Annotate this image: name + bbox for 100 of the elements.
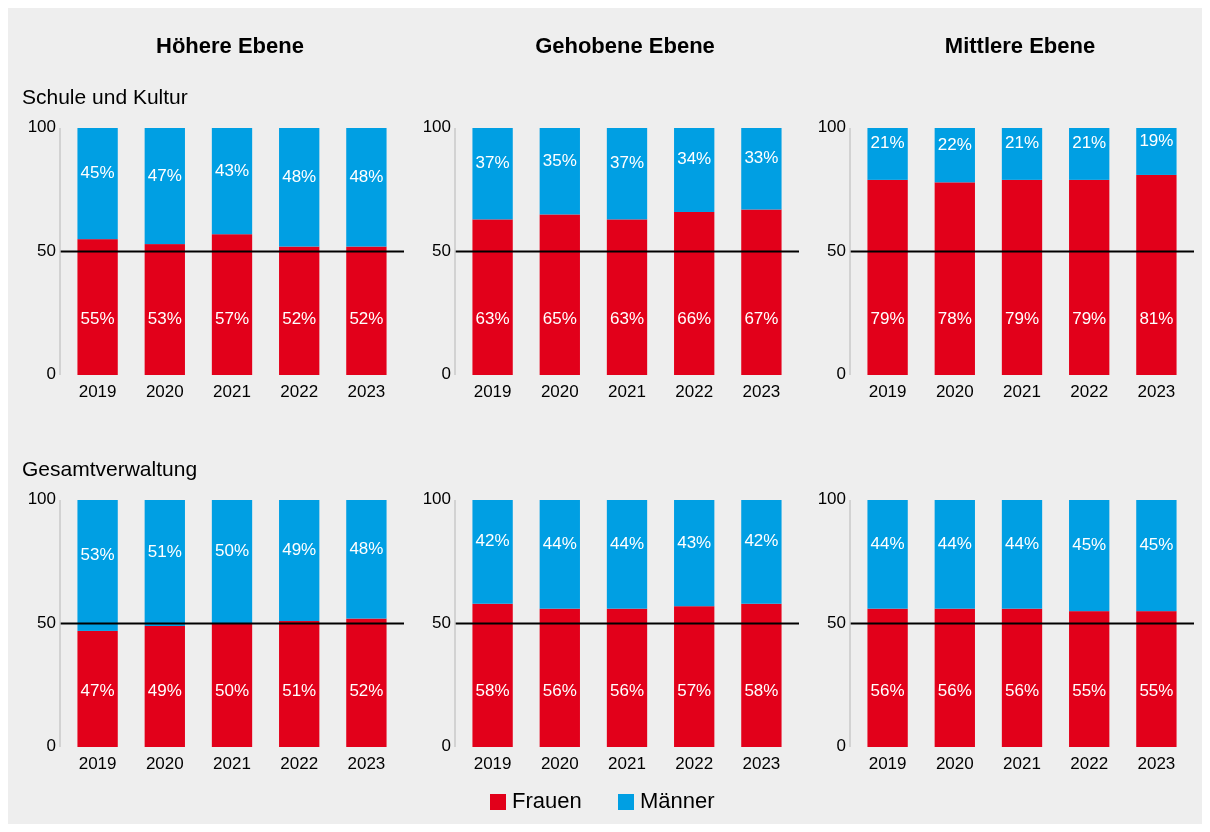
bar xyxy=(279,246,320,375)
x-tick-label: 2020 xyxy=(935,382,974,401)
bar xyxy=(867,179,908,375)
data-label: 44% xyxy=(870,533,905,553)
chart-subtitle: Gesamtverwaltung xyxy=(22,457,198,480)
data-label: 79% xyxy=(1004,309,1040,329)
bar xyxy=(472,500,513,604)
data-label: 49% xyxy=(147,681,182,701)
chart-title: Höhere Ebene xyxy=(156,33,304,58)
data-label: 44% xyxy=(937,533,972,553)
bar xyxy=(539,214,580,375)
data-label: 42% xyxy=(744,531,779,551)
bar xyxy=(606,128,648,220)
data-label: 53% xyxy=(80,544,115,564)
bar xyxy=(1136,500,1177,612)
bar xyxy=(346,500,387,619)
data-label: 52% xyxy=(282,309,317,329)
bar xyxy=(279,621,320,747)
data-label: 22% xyxy=(937,134,972,154)
data-label: 45% xyxy=(1072,535,1107,555)
x-tick-label: 2023 xyxy=(347,754,386,773)
data-label: 52% xyxy=(349,309,384,329)
y-tick-label: 50 xyxy=(827,240,846,260)
data-label: 37% xyxy=(609,153,645,173)
data-label: 51% xyxy=(282,681,317,701)
bar xyxy=(934,500,975,609)
bar xyxy=(867,500,908,609)
bar xyxy=(606,219,648,375)
bar xyxy=(279,500,320,622)
data-label: 56% xyxy=(1004,681,1040,701)
data-label: 21% xyxy=(1004,133,1040,153)
x-tick-label: 2022 xyxy=(1070,382,1109,401)
y-tick-label: 0 xyxy=(836,736,846,756)
data-label: 47% xyxy=(147,165,182,185)
chart-title: Mittlere Ebene xyxy=(944,33,1096,58)
data-label: 57% xyxy=(214,309,250,329)
x-tick-label: 2023 xyxy=(347,382,386,401)
bar xyxy=(867,608,908,747)
bar xyxy=(77,128,118,240)
data-label: 43% xyxy=(677,532,712,552)
bar xyxy=(346,618,387,747)
y-tick-label: 0 xyxy=(46,736,56,756)
x-tick-label: 2020 xyxy=(935,754,974,773)
bar xyxy=(346,246,387,375)
bar xyxy=(1001,500,1043,609)
y-tick-label: 100 xyxy=(817,117,846,137)
x-tick-label: 2019 xyxy=(473,382,512,401)
bar xyxy=(1069,179,1110,375)
data-label: 37% xyxy=(475,153,510,173)
bar xyxy=(211,234,253,375)
data-label: 44% xyxy=(609,533,645,553)
data-label: 66% xyxy=(677,309,712,329)
y-tick-label: 0 xyxy=(441,736,451,756)
data-label: 51% xyxy=(147,542,182,562)
legend-label: Männer xyxy=(640,787,715,813)
data-label: 44% xyxy=(1004,533,1040,553)
data-label: 52% xyxy=(349,681,384,701)
y-tick-label: 50 xyxy=(37,240,56,260)
x-tick-label: 2021 xyxy=(213,382,251,401)
y-tick-label: 100 xyxy=(422,489,451,509)
data-label: 19% xyxy=(1139,130,1174,150)
data-label: 65% xyxy=(542,309,577,329)
y-tick-label: 50 xyxy=(827,612,846,632)
y-tick-label: 100 xyxy=(27,117,56,137)
bar xyxy=(211,500,253,624)
data-label: 48% xyxy=(349,166,384,186)
bar xyxy=(741,603,782,747)
data-label: 48% xyxy=(349,538,384,558)
x-tick-label: 2019 xyxy=(868,382,907,401)
data-label: 57% xyxy=(677,681,712,701)
bar xyxy=(211,128,253,235)
x-tick-label: 2021 xyxy=(1003,754,1041,773)
bar xyxy=(77,239,118,375)
y-tick-label: 100 xyxy=(817,489,846,509)
data-label: 53% xyxy=(147,309,182,329)
x-tick-label: 2021 xyxy=(213,754,251,773)
data-label: 44% xyxy=(542,533,577,553)
data-label: 45% xyxy=(1139,535,1174,555)
bar xyxy=(539,128,580,215)
bar xyxy=(606,500,648,609)
bar xyxy=(741,128,782,210)
chart-title: Gehobene Ebene xyxy=(535,33,715,58)
x-tick-label: 2022 xyxy=(1070,754,1109,773)
bar xyxy=(77,500,118,631)
data-label: 21% xyxy=(1072,133,1107,153)
bar xyxy=(1069,500,1110,612)
bar xyxy=(674,128,715,212)
data-label: 58% xyxy=(744,681,779,701)
bar xyxy=(1001,179,1043,375)
y-tick-label: 100 xyxy=(422,117,451,137)
bar xyxy=(606,608,648,747)
bar xyxy=(472,603,513,747)
x-tick-label: 2020 xyxy=(145,382,184,401)
data-label: 47% xyxy=(80,681,115,701)
x-tick-label: 2023 xyxy=(742,382,781,401)
x-tick-label: 2020 xyxy=(540,754,579,773)
y-tick-label: 0 xyxy=(441,364,451,384)
x-tick-label: 2021 xyxy=(608,754,646,773)
data-label: 49% xyxy=(282,540,317,559)
bar xyxy=(934,182,975,375)
